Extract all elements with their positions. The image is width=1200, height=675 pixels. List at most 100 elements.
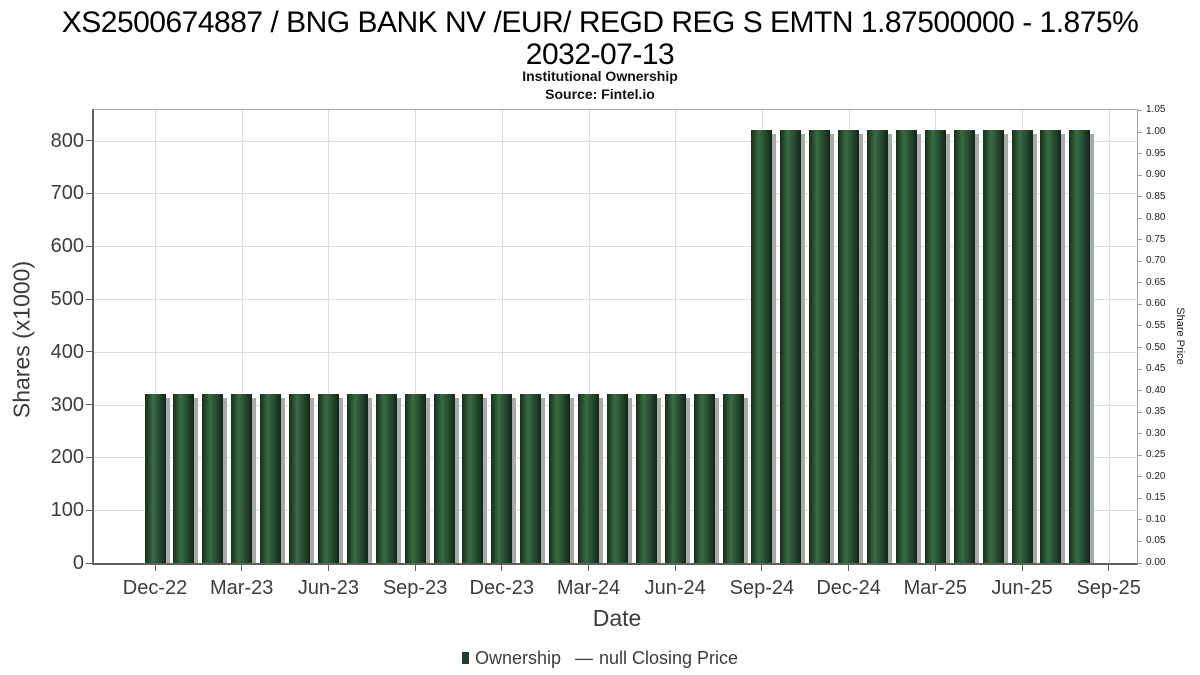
x-tick-label: Mar-24 xyxy=(556,577,621,599)
y-tick-mark-left xyxy=(86,245,92,247)
bar-Dec-22 xyxy=(144,394,170,563)
gridline-vertical xyxy=(1108,110,1110,563)
y-tick-label-right: 0.10 xyxy=(1146,513,1166,525)
legend: Ownership — null Closing Price xyxy=(0,646,1200,670)
gridline-horizontal xyxy=(94,351,1137,353)
bar-Jun-24 xyxy=(664,394,690,563)
y-tick-label-right: 0.40 xyxy=(1146,384,1166,396)
x-tick-mark xyxy=(674,565,676,571)
y-tick-mark-right xyxy=(1138,390,1142,392)
legend-ownership-label: Ownership xyxy=(474,647,561,668)
bar-May-25 xyxy=(982,130,1008,563)
bar-Mar-24 xyxy=(578,394,603,563)
y-tick-label-right: 0.95 xyxy=(1146,147,1166,159)
y-tick-label-right: 0.65 xyxy=(1146,276,1166,288)
y-tick-label-right: 0.25 xyxy=(1146,449,1166,461)
y-tick-label-left: 700 xyxy=(50,182,84,205)
y-tick-label-right: 0.50 xyxy=(1146,341,1166,353)
y-tick-mark-left xyxy=(86,509,92,511)
bar-Jul-23 xyxy=(346,394,372,563)
y-tick-mark-left xyxy=(86,351,92,353)
x-tick-mark xyxy=(761,565,763,571)
y-tick-label-right: 0.05 xyxy=(1146,535,1166,547)
y-tick-mark-left xyxy=(86,140,92,142)
gridline-vertical xyxy=(501,110,503,563)
x-tick-label: Sep-23 xyxy=(382,577,448,599)
y-tick-mark-right xyxy=(1138,217,1142,219)
bar-Mar-25 xyxy=(924,130,950,563)
y-tick-label-left: 800 xyxy=(50,129,84,152)
x-tick-label: Jun-23 xyxy=(297,577,359,599)
x-tick-mark xyxy=(241,565,243,571)
y-tick-label-right: 0.55 xyxy=(1146,319,1166,331)
bar-Sep-23 xyxy=(404,394,430,563)
y-tick-label-right: 0.75 xyxy=(1146,233,1166,245)
x-tick-mark xyxy=(327,565,329,571)
y-tick-mark-right xyxy=(1138,239,1142,241)
x-tick-mark xyxy=(1021,565,1023,571)
y-tick-mark-right xyxy=(1138,174,1142,176)
y-tick-mark-right xyxy=(1138,196,1142,198)
y-tick-label-left: 400 xyxy=(50,340,84,363)
gridline-horizontal xyxy=(94,193,1137,195)
bar-Sep-24 xyxy=(751,130,777,563)
x-tick-label: Dec-23 xyxy=(469,577,535,599)
y-tick-label-right: 0.80 xyxy=(1146,212,1166,224)
x-tick-label: Sep-25 xyxy=(1076,577,1141,599)
y-tick-mark-left xyxy=(86,562,92,564)
bar-Nov-23 xyxy=(462,394,488,563)
bar-May-23 xyxy=(289,394,314,563)
x-tick-mark xyxy=(934,565,936,571)
y-tick-label-right: 0.30 xyxy=(1146,427,1166,439)
bar-Jun-25 xyxy=(1011,130,1037,563)
y-tick-label-right: 0.85 xyxy=(1146,190,1166,202)
y-axis-label-right: Share Price xyxy=(1174,307,1186,365)
closing-price-line-marker: — xyxy=(574,647,593,668)
bar-Jan-24 xyxy=(520,394,546,563)
y-tick-mark-left xyxy=(86,298,92,300)
y-tick-label-right: 0.45 xyxy=(1146,363,1166,375)
y-tick-mark-right xyxy=(1138,131,1142,133)
y-tick-label-right: 0.15 xyxy=(1146,492,1166,504)
y-tick-label-left: 600 xyxy=(50,235,84,258)
y-tick-label-left: 100 xyxy=(50,499,84,522)
x-tick-label: Jun-25 xyxy=(991,577,1053,599)
x-tick-mark xyxy=(588,565,589,571)
x-tick-label: Dec-24 xyxy=(816,577,881,599)
y-tick-mark-right xyxy=(1138,282,1142,284)
y-tick-label-left: 0 xyxy=(72,552,84,574)
y-tick-mark-left xyxy=(86,456,92,458)
y-tick-mark-right xyxy=(1138,368,1142,370)
y-tick-mark-right xyxy=(1138,497,1142,499)
x-tick-label: Jun-24 xyxy=(644,577,706,599)
bar-Feb-23 xyxy=(202,394,228,563)
y-tick-mark-right xyxy=(1138,303,1142,305)
bar-Jul-24 xyxy=(693,394,719,563)
bar-Jan-25 xyxy=(867,130,892,563)
chart-subtitle: Institutional Ownership xyxy=(522,68,678,84)
y-tick-label-left: 500 xyxy=(50,288,84,310)
ownership-series-swatch xyxy=(461,652,469,664)
y-tick-label-left: 200 xyxy=(50,446,84,469)
bar-Feb-25 xyxy=(895,130,921,563)
y-tick-mark-left xyxy=(86,192,92,194)
bar-Jun-23 xyxy=(317,394,343,563)
gridline-vertical xyxy=(155,110,156,563)
y-tick-label-left: 300 xyxy=(50,393,84,416)
bar-Oct-24 xyxy=(780,130,806,563)
bar-Aug-24 xyxy=(722,394,748,563)
y-tick-mark-right xyxy=(1138,260,1142,262)
gridline-horizontal xyxy=(94,246,1137,248)
y-tick-mark-right xyxy=(1138,109,1142,111)
y-tick-mark-right xyxy=(1138,562,1142,564)
y-tick-mark-right xyxy=(1138,476,1142,478)
y-axis-label-left: Shares (x1000) xyxy=(8,260,35,419)
y-tick-label-right: 0.20 xyxy=(1146,470,1166,482)
x-axis-label: Date xyxy=(592,605,642,631)
gridline-vertical xyxy=(675,110,677,563)
bar-Nov-24 xyxy=(809,130,835,563)
y-tick-label-right: 0.70 xyxy=(1146,255,1166,267)
gridline-horizontal xyxy=(94,140,1137,142)
x-tick-mark xyxy=(154,565,156,571)
